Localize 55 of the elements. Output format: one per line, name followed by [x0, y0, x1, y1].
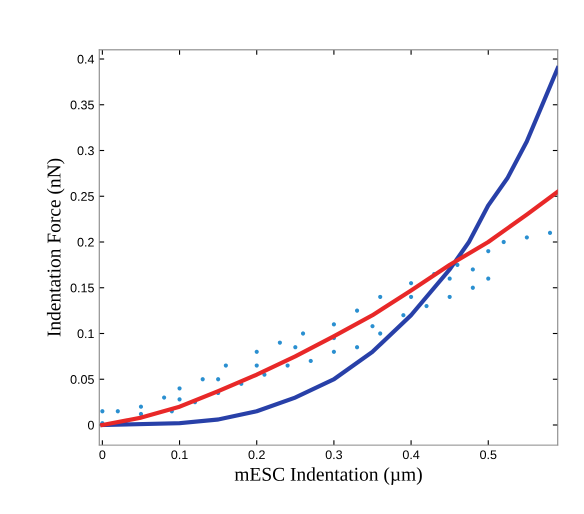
point	[293, 345, 298, 350]
point	[470, 286, 475, 290]
point	[162, 395, 166, 400]
point	[448, 276, 452, 281]
point	[254, 363, 259, 368]
point	[378, 294, 382, 299]
point	[524, 235, 529, 240]
point	[216, 377, 220, 382]
x-tick-label: 0	[99, 450, 106, 460]
point	[278, 340, 282, 345]
y-tick-label: 0.35	[70, 100, 94, 110]
point	[254, 350, 259, 354]
point	[370, 324, 375, 328]
y-tick-label: 0.1	[78, 329, 94, 338]
point	[100, 409, 104, 414]
point	[354, 345, 360, 350]
point	[548, 230, 552, 235]
point	[332, 350, 336, 354]
point	[116, 409, 120, 414]
y-axis-title: Indentation Force (nN)	[46, 158, 65, 336]
y-tick-label: 0.25	[70, 192, 94, 201]
line-series	[100, 66, 558, 428]
point	[424, 304, 429, 308]
point	[470, 267, 475, 272]
point	[448, 294, 452, 299]
point	[486, 276, 490, 281]
point	[378, 331, 382, 336]
point	[224, 363, 228, 368]
x-tick-label: 0.2	[248, 450, 265, 460]
point	[502, 240, 506, 244]
point	[354, 308, 360, 313]
point	[300, 331, 306, 336]
point	[486, 249, 490, 254]
y-tick-label: 0.05	[70, 375, 94, 384]
x-axis-title: mESC Indentation (µm)	[234, 467, 422, 485]
y-tick-label: 0.15	[70, 284, 94, 292]
point	[332, 322, 336, 326]
point	[408, 281, 414, 286]
y-tick-label: 0	[88, 420, 94, 430]
point	[138, 404, 144, 409]
x-tick-label: 0.5	[480, 450, 496, 460]
y-tick-label: 0.4	[78, 54, 94, 64]
x-tick-label: 0.3	[326, 450, 342, 460]
x-tick-label: 0.4	[402, 450, 420, 460]
point	[308, 358, 313, 364]
x-tick-label: 0.1	[171, 450, 188, 460]
y-tick-label: 0.3	[78, 146, 94, 156]
point	[401, 313, 406, 318]
point	[200, 377, 205, 382]
point	[286, 363, 290, 368]
point	[177, 397, 182, 402]
line-series	[100, 190, 558, 428]
point	[177, 386, 182, 390]
y-tick-label: 0.2	[78, 238, 94, 247]
point	[408, 294, 414, 299]
